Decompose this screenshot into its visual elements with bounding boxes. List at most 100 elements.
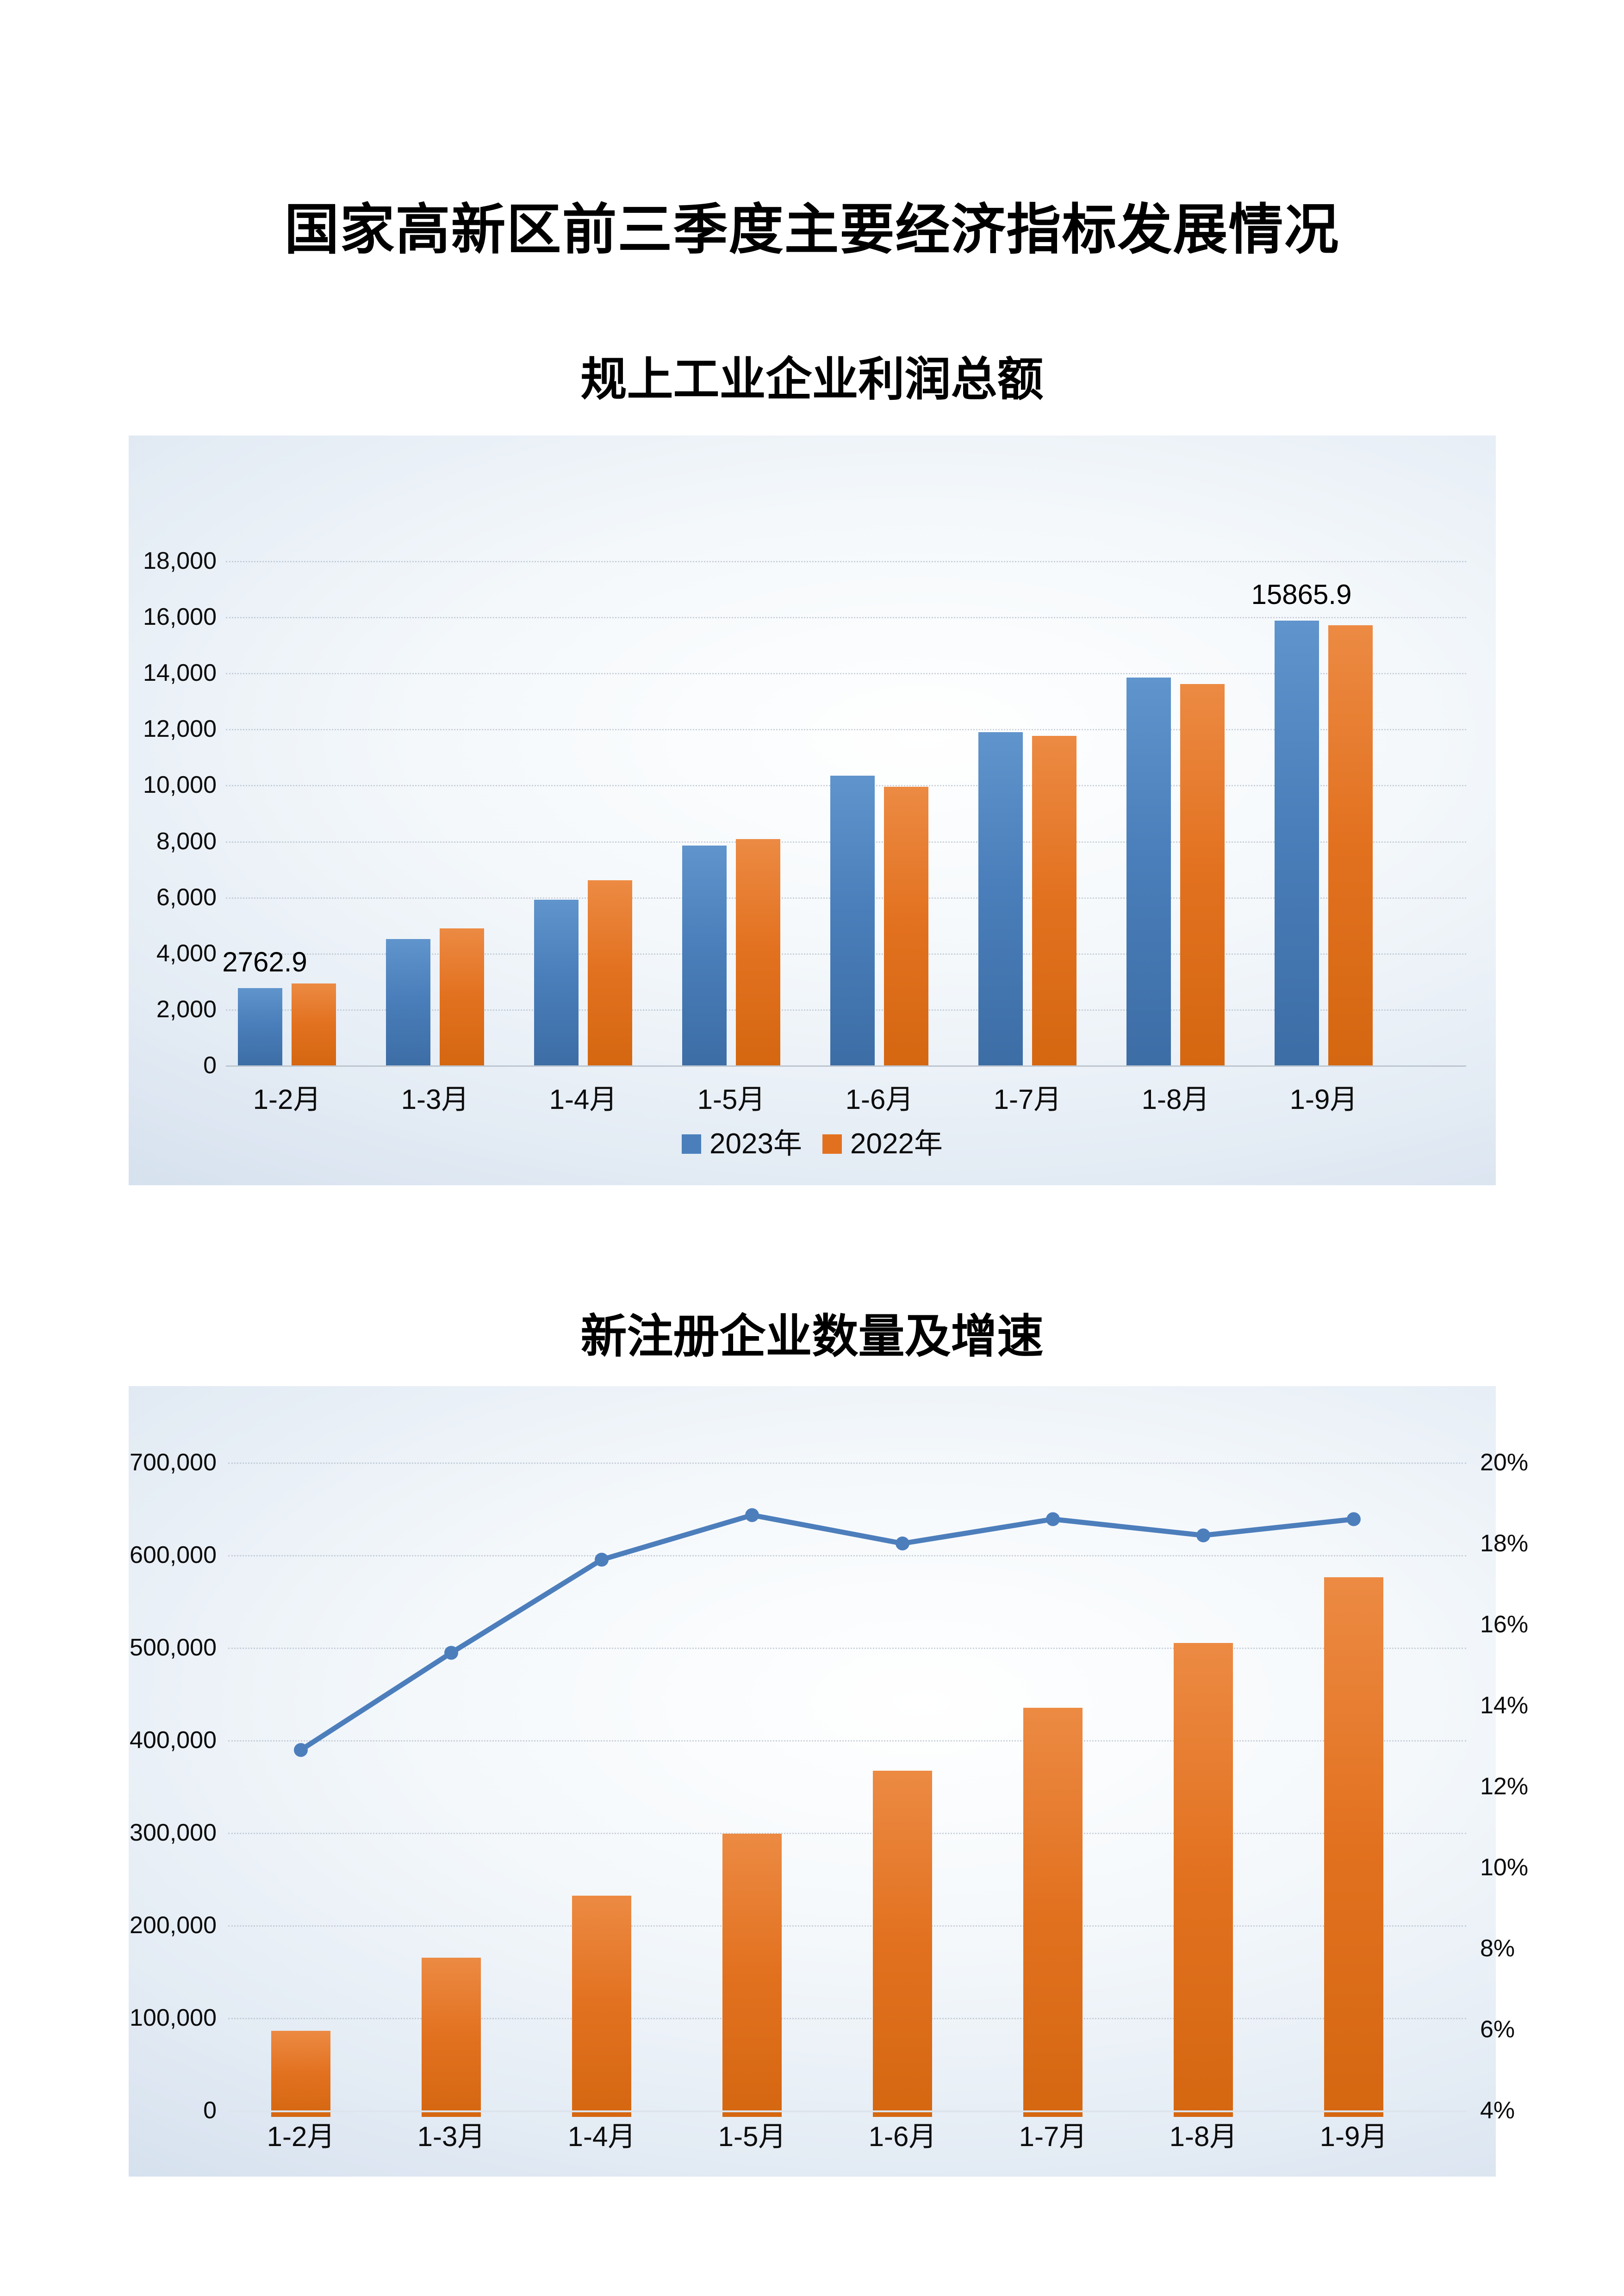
chart2-title: 新注册企业数量及增速	[580, 1311, 1044, 1363]
y-axis-tick-label: 18,000	[143, 548, 217, 574]
bar-2022年-1-2月	[292, 983, 336, 1065]
legend-item-2022年: 2022年	[822, 1128, 943, 1160]
left-axis-tick-label: 400,000	[130, 1727, 217, 1754]
bar-2023年-1-7月	[978, 732, 1023, 1065]
chart2-panel: 0 100,000 200,000 300,000 400,000 500,000 600,…	[129, 1386, 1528, 2177]
line-marker-1-8月	[1196, 1528, 1210, 1543]
y-axis-tick-label: 8,000	[156, 828, 217, 855]
x-axis-category-label: 1-8月	[1169, 2121, 1238, 2152]
bar-新注册企业数量-1-9月	[1324, 1577, 1383, 2117]
y-axis-tick-label: 10,000	[143, 772, 217, 799]
x-axis-category-label: 1-7月	[1019, 2121, 1087, 2152]
bar-新注册企业数量-1-4月	[572, 1896, 631, 2117]
x-axis-line	[228, 2110, 1466, 2112]
line-marker-1-2月	[294, 1743, 308, 1757]
gridline-18000	[226, 561, 1466, 562]
bar-2023年-1-3月	[386, 939, 430, 1065]
bar-新注册企业数量-1-8月	[1174, 1643, 1233, 2117]
right-axis-tick-label: 6%	[1480, 2016, 1515, 2043]
x-axis-category-label: 1-6月	[845, 1084, 914, 1115]
x-axis-category-label: 1-9月	[1319, 2121, 1388, 2152]
line-marker-1-9月	[1347, 1512, 1361, 1526]
gridline-700000	[228, 1462, 1466, 1464]
bar-新注册企业数量-1-3月	[422, 1958, 481, 2117]
legend-label-2022年: 2022年	[850, 1128, 943, 1160]
bar-新注册企业数量-1-2月	[271, 2031, 330, 2117]
gridline-16000	[226, 617, 1466, 619]
bar-2022年-1-6月	[884, 787, 928, 1065]
left-axis-tick-label: 500,000	[130, 1634, 217, 1661]
right-axis-tick-label: 10%	[1480, 1854, 1529, 1881]
bar-2022年-1-3月	[440, 928, 484, 1065]
y-axis-tick-label: 16,000	[143, 604, 217, 631]
right-axis-tick-label: 16%	[1480, 1611, 1529, 1638]
gridline-500000	[228, 1648, 1466, 1649]
legend-item-2023年: 2023年	[682, 1128, 802, 1160]
line-marker-1-7月	[1046, 1512, 1060, 1526]
right-axis-tick-label: 4%	[1480, 2097, 1515, 2124]
growth-rate-line	[298, 1512, 1356, 1753]
left-axis-tick-label: 600,000	[130, 1542, 217, 1568]
y-axis-tick-label: 6,000	[156, 884, 217, 911]
chart1-legend: 2023年 2022年	[129, 1128, 1496, 1160]
gridline-600000	[228, 1555, 1466, 1556]
bar-2023年-1-5月	[682, 846, 727, 1065]
x-axis-category-label: 1-5月	[718, 2121, 786, 2152]
x-axis-category-label: 1-2月	[253, 1084, 321, 1115]
y-axis-tick-label: 12,000	[143, 716, 217, 743]
right-axis-tick-label: 14%	[1480, 1692, 1529, 1719]
x-axis-category-label: 1-9月	[1289, 1084, 1358, 1115]
gridline-100000	[228, 2018, 1466, 2019]
legend-swatch-2022年	[822, 1134, 842, 1154]
gridline-200000	[228, 1925, 1466, 1927]
left-axis-tick-label: 700,000	[130, 1449, 217, 1476]
bar-2023年-1-4月	[534, 900, 579, 1065]
x-axis-category-label: 1-2月	[267, 2121, 335, 2152]
line-marker-1-6月	[896, 1537, 909, 1550]
chart1-title: 规上工业企业利润总额	[580, 354, 1044, 405]
right-axis-tick-label: 20%	[1480, 1449, 1529, 1476]
x-axis-category-label: 1-6月	[868, 2121, 937, 2152]
left-axis-tick-label: 200,000	[130, 1912, 217, 1939]
gridline-14000	[226, 673, 1466, 675]
x-axis-category-label: 1-5月	[697, 1084, 765, 1115]
y-axis-tick-label: 0	[203, 1052, 217, 1079]
right-axis-tick-label: 8%	[1480, 1935, 1515, 1962]
gridline-12000	[226, 729, 1466, 731]
bar-新注册企业数量-1-6月	[873, 1771, 932, 2117]
left-axis-tick-label: 100,000	[130, 2004, 217, 2031]
page-title: 国家高新区前三季度主要经济指标发展情况	[284, 199, 1340, 261]
right-axis-tick-label: 12%	[1480, 1773, 1529, 1800]
x-axis-category-label: 1-4月	[549, 1084, 617, 1115]
bar-data-label: 15865.9	[1251, 579, 1352, 610]
legend-label-2023年: 2023年	[709, 1128, 802, 1160]
x-axis-category-label: 1-3月	[401, 1084, 469, 1115]
bar-2023年-1-9月	[1275, 621, 1319, 1065]
line-marker-1-4月	[595, 1553, 609, 1567]
x-axis-category-label: 1-4月	[567, 2121, 636, 2152]
bar-新注册企业数量-1-5月	[722, 1834, 782, 2117]
bar-2022年-1-8月	[1180, 684, 1225, 1065]
bar-data-label: 2762.9	[222, 946, 307, 977]
bar-2022年-1-7月	[1032, 735, 1076, 1065]
y-axis-tick-label: 2,000	[156, 996, 217, 1023]
legend-swatch-2023年	[682, 1134, 702, 1154]
gridline-0	[226, 1065, 1466, 1067]
x-axis-category-label: 1-7月	[993, 1084, 1062, 1115]
bar-2022年-1-4月	[588, 880, 632, 1065]
bar-2023年-1-6月	[830, 775, 875, 1065]
gridline-400000	[228, 1740, 1466, 1742]
chart1-panel: 0 2,000 4,000 6,000 8,000 10,000 12,000 14,000 1…	[129, 436, 1496, 1185]
bar-2023年-1-2月	[238, 988, 282, 1065]
right-axis-tick-label: 18%	[1480, 1530, 1529, 1557]
y-axis-tick-label: 4,000	[156, 940, 217, 967]
growth-rate-line-chart	[294, 1508, 1361, 1757]
left-axis-tick-label: 300,000	[130, 1819, 217, 1846]
line-marker-1-3月	[444, 1646, 458, 1660]
x-axis-category-label: 1-3月	[417, 2121, 485, 2152]
line-marker-1-5月	[745, 1508, 759, 1522]
bar-2023年-1-8月	[1126, 677, 1171, 1065]
x-axis-category-label: 1-8月	[1141, 1084, 1210, 1115]
bar-2022年-1-5月	[736, 839, 780, 1065]
